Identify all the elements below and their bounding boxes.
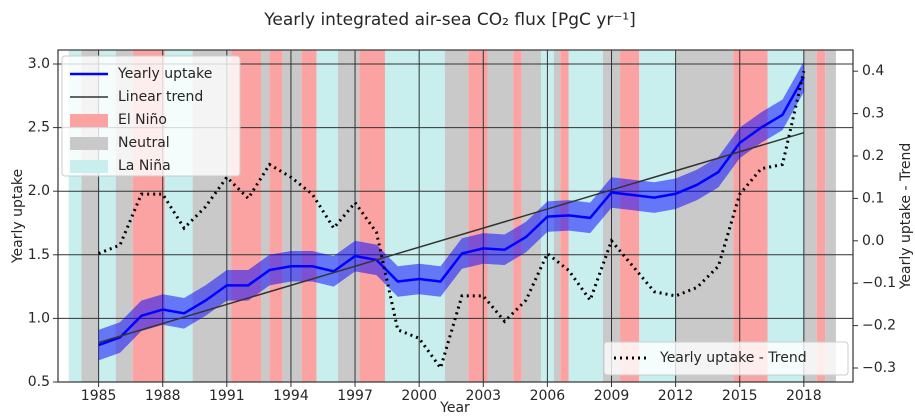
legend-box [603,341,849,376]
x-tick-label: 1988 [145,388,181,404]
legend-swatch [70,114,108,127]
y-tick-label: 2.0 [28,183,50,199]
legend-label: Neutral [118,135,170,151]
x-tick-label: 2006 [530,388,566,404]
enso-band [487,50,514,382]
y2-tick-label: 0.4 [862,63,884,79]
y2-tick-label: 0.3 [862,106,884,122]
enso-band [261,50,270,382]
y2-tick-label: −0.2 [862,318,896,334]
enso-band [639,50,676,382]
series-line [98,76,805,347]
legend: Yearly uptake Linear trend El Niño Neutral L… [61,55,241,177]
enso-band [521,50,541,382]
y2-tick-label: 0.0 [862,233,884,249]
y-tick-label: 0.5 [28,374,50,390]
x-tick-label: 2009 [594,388,630,404]
x-tick-label: 1991 [209,388,245,404]
series-line [98,131,805,344]
x-tick-label: 1997 [337,388,373,404]
enso-band [269,50,283,382]
chart-title: Yearly integrated air-sea CO₂ flux [PgC … [263,10,635,30]
enso-band [359,50,385,382]
x-tick-label: 1985 [81,388,117,404]
enso-band [301,50,317,382]
x-tick-label: 2015 [722,388,758,404]
legend: Yearly uptake - Trend [603,341,849,376]
enso-band [513,50,522,382]
y2-tick-label: 0.2 [862,148,884,164]
y-tick-label: 3.0 [28,56,50,72]
y-tick-label: 1.0 [28,310,50,326]
legend-label: Linear trend [118,89,203,105]
enso-band [337,50,360,382]
legend-label: Yearly uptake [117,66,212,82]
legend-swatch [70,160,108,173]
enso-band [816,50,826,382]
y-axis-label: Yearly uptake [10,169,26,264]
plot-frame [57,49,854,383]
x-tick-label: 1994 [273,388,309,404]
x-tick-label: 2018 [786,388,822,404]
x-tick-label: 2000 [401,388,437,404]
x-tick-label: 2003 [465,388,501,404]
legend-label: El Niño [118,112,167,128]
enso-band [444,50,469,382]
x-axis-label: Year [439,400,470,416]
legend-swatch [70,137,108,150]
y2-tick-label: 0.1 [862,190,884,206]
enso-band [825,50,836,382]
legend-label: Yearly uptake - Trend [659,350,807,366]
enso-band [733,50,768,382]
y2-axis-label: Yearly uptake - Trend [898,143,914,291]
x-tick-label: 2012 [658,388,694,404]
y-tick-label: 1.5 [28,247,50,263]
enso-band [468,50,488,382]
enso-band [620,50,640,382]
legend-label: La Niña [118,158,171,174]
y2-tick-label: −0.3 [862,360,896,376]
uncertainty-band [98,61,804,361]
enso-band [803,50,817,382]
y-tick-label: 2.5 [28,120,50,136]
enso-band [384,50,445,382]
enso-band [675,50,734,382]
enso-band [282,50,302,382]
y2-tick-label: −0.1 [862,275,896,291]
